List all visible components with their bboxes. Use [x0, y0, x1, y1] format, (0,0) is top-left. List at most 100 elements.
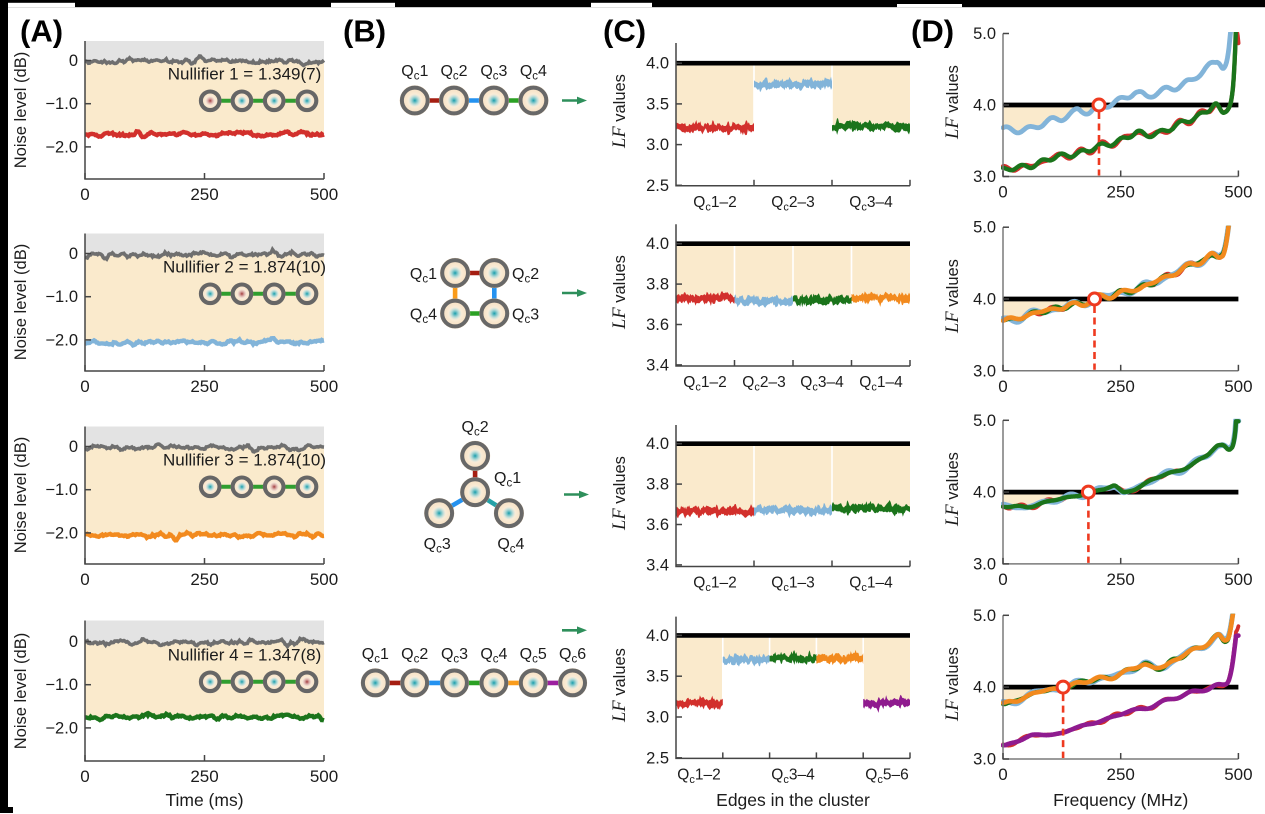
svg-text:Nullifier 2 = 1.874(10): Nullifier 2 = 1.874(10) [163, 258, 326, 277]
svg-text:2.5: 2.5 [646, 749, 669, 767]
svg-text:Qc2: Qc2 [440, 63, 467, 83]
svg-text:Qc4: Qc4 [410, 307, 437, 327]
svg-text:LF values: LF values [943, 452, 963, 527]
svg-text:4.0: 4.0 [973, 484, 996, 502]
svg-text:3.0: 3.0 [646, 136, 669, 154]
svg-text:0: 0 [80, 185, 89, 204]
svg-text:LF values: LF values [610, 74, 630, 149]
svg-text:0: 0 [69, 438, 78, 456]
svg-text:LF values: LF values [943, 259, 963, 334]
svg-text:500: 500 [1224, 377, 1252, 396]
svg-text:500: 500 [310, 377, 338, 396]
svg-text:500: 500 [310, 767, 338, 786]
svg-text:3.0: 3.0 [646, 709, 669, 727]
svg-text:Qc4: Qc4 [480, 646, 507, 666]
svg-text:3.6: 3.6 [646, 516, 669, 534]
svg-text:Nullifier 3 = 1.874(10): Nullifier 3 = 1.874(10) [163, 451, 326, 470]
svg-text:−1.0: −1.0 [45, 481, 78, 499]
svg-text:−2.0: −2.0 [45, 719, 78, 737]
svg-text:0: 0 [998, 183, 1007, 202]
svg-text:−2.0: −2.0 [45, 524, 78, 542]
svg-text:LF values: LF values [610, 648, 630, 723]
svg-text:3.5: 3.5 [646, 668, 669, 686]
svg-text:250: 250 [190, 377, 218, 396]
svg-text:−1.0: −1.0 [45, 676, 78, 694]
svg-text:Qc3: Qc3 [424, 536, 451, 556]
svg-text:3.0: 3.0 [973, 168, 996, 186]
svg-text:Noise level (dB): Noise level (dB) [12, 244, 30, 360]
svg-text:0: 0 [69, 633, 78, 651]
svg-text:Qc6: Qc6 [559, 646, 586, 666]
svg-text:Qc1–2: Qc1–2 [677, 766, 720, 786]
svg-text:Qc2: Qc2 [512, 266, 539, 286]
svg-text:5.0: 5.0 [973, 25, 996, 43]
svg-text:Qc1: Qc1 [362, 646, 389, 666]
svg-text:Qc4: Qc4 [520, 63, 547, 83]
svg-text:Noise level (dB): Noise level (dB) [12, 437, 30, 553]
svg-text:250: 250 [1107, 765, 1135, 784]
svg-text:4.0: 4.0 [646, 435, 669, 453]
svg-text:3.4: 3.4 [646, 356, 669, 374]
svg-text:Nullifier 4 = 1.347(8): Nullifier 4 = 1.347(8) [168, 646, 322, 665]
svg-text:−2.0: −2.0 [45, 138, 78, 156]
svg-text:4.0: 4.0 [646, 235, 669, 253]
svg-text:5.0: 5.0 [973, 219, 996, 237]
svg-text:0: 0 [80, 570, 89, 589]
svg-text:Qc3: Qc3 [480, 63, 507, 83]
svg-text:500: 500 [310, 185, 338, 204]
svg-text:Qc3–4: Qc3–4 [800, 374, 844, 394]
svg-text:4.0: 4.0 [646, 627, 669, 645]
svg-text:Qc1: Qc1 [401, 63, 428, 83]
svg-text:0: 0 [69, 245, 78, 263]
svg-text:Qc3: Qc3 [441, 646, 468, 666]
svg-text:0: 0 [998, 377, 1007, 396]
svg-text:(B): (B) [343, 14, 386, 49]
svg-text:3.6: 3.6 [646, 316, 669, 334]
svg-text:Qc1–4: Qc1–4 [859, 374, 903, 394]
svg-text:0: 0 [69, 52, 78, 70]
svg-text:2.5: 2.5 [646, 177, 669, 195]
svg-text:Qc2–3: Qc2–3 [771, 194, 814, 214]
svg-text:5.0: 5.0 [973, 607, 996, 625]
svg-text:Time (ms): Time (ms) [165, 790, 243, 810]
svg-text:Qc1–3: Qc1–3 [771, 575, 814, 595]
svg-text:Qc2: Qc2 [401, 646, 428, 666]
svg-text:500: 500 [1224, 765, 1252, 784]
svg-text:3.0: 3.0 [973, 362, 996, 380]
svg-text:0: 0 [80, 377, 89, 396]
svg-text:−1.0: −1.0 [45, 95, 78, 113]
svg-text:250: 250 [1107, 377, 1135, 396]
svg-text:Nullifier 1 = 1.349(7): Nullifier 1 = 1.349(7) [168, 65, 322, 84]
svg-text:Qc1: Qc1 [494, 470, 521, 490]
svg-text:Qc1–2: Qc1–2 [693, 194, 736, 214]
svg-text:Qc3–4: Qc3–4 [771, 766, 815, 786]
svg-text:4.0: 4.0 [973, 291, 996, 309]
svg-text:(A): (A) [20, 14, 63, 49]
svg-text:Qc4: Qc4 [497, 536, 524, 556]
svg-text:−2.0: −2.0 [45, 331, 78, 349]
svg-text:0: 0 [80, 767, 89, 786]
svg-text:500: 500 [310, 570, 338, 589]
svg-text:−1.0: −1.0 [45, 288, 78, 306]
svg-text:0: 0 [998, 570, 1007, 589]
svg-text:4.0: 4.0 [973, 97, 996, 115]
svg-text:Qc3–4: Qc3–4 [849, 194, 893, 214]
svg-text:Qc3: Qc3 [512, 307, 539, 327]
svg-text:Qc5–6: Qc5–6 [865, 766, 908, 786]
svg-text:Frequency (MHz): Frequency (MHz) [1053, 790, 1188, 810]
svg-text:4.0: 4.0 [973, 679, 996, 697]
svg-text:Noise level (dB): Noise level (dB) [12, 633, 30, 749]
svg-text:(C): (C) [603, 14, 646, 49]
svg-text:LF values: LF values [610, 255, 630, 330]
svg-text:500: 500 [1224, 183, 1252, 202]
svg-text:3.0: 3.0 [973, 555, 996, 573]
svg-text:LF values: LF values [943, 647, 963, 722]
svg-text:Qc1–4: Qc1–4 [849, 575, 893, 595]
svg-text:Qc5: Qc5 [520, 646, 547, 666]
svg-text:Qc1–2: Qc1–2 [693, 575, 736, 595]
svg-text:5.0: 5.0 [973, 412, 996, 430]
svg-text:4.0: 4.0 [646, 55, 669, 73]
svg-text:3.8: 3.8 [646, 476, 669, 494]
svg-text:Noise level (dB): Noise level (dB) [12, 52, 30, 168]
svg-text:LF values: LF values [943, 65, 963, 140]
